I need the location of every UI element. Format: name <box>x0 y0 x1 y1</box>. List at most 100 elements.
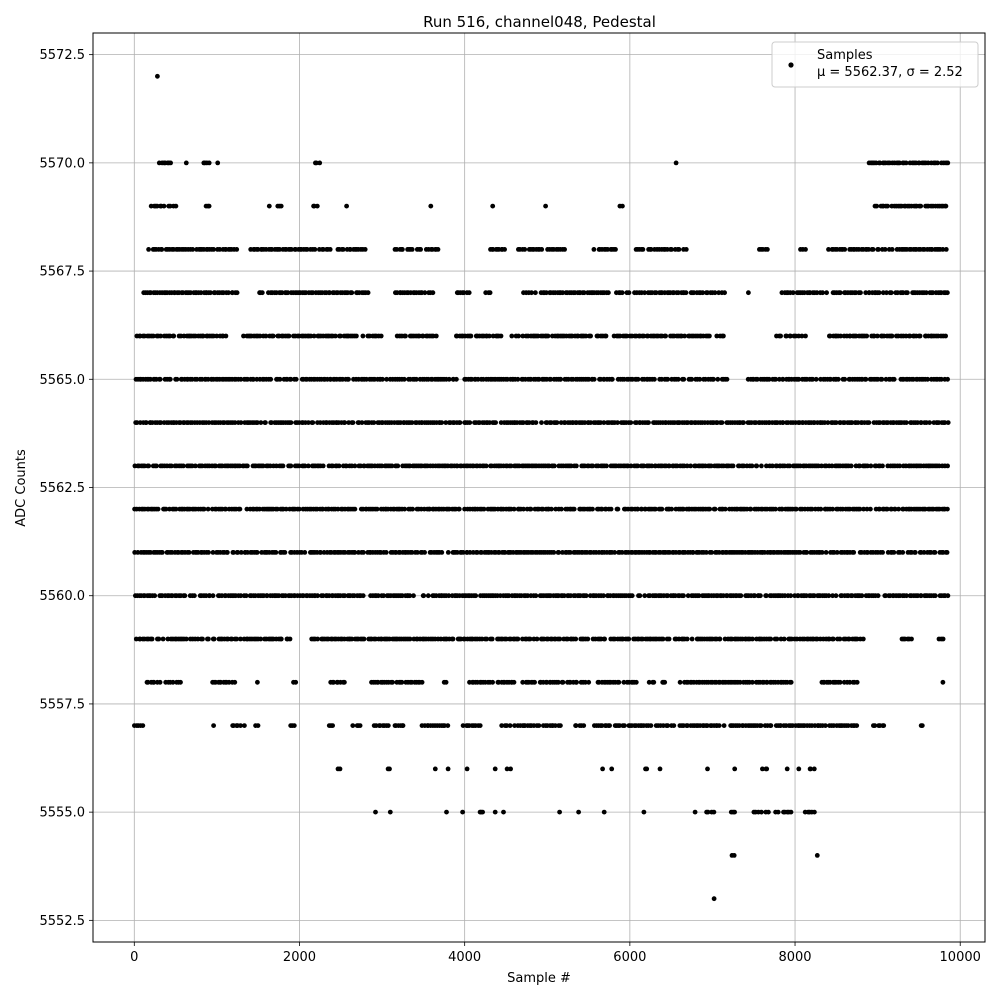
data-point <box>306 463 311 469</box>
data-point <box>454 550 460 555</box>
data-point <box>864 506 870 512</box>
data-point <box>498 333 504 339</box>
data-point <box>268 376 274 382</box>
data-point <box>206 550 211 555</box>
data-point <box>350 723 356 728</box>
data-point <box>507 723 513 728</box>
data-point <box>583 593 589 599</box>
data-point <box>615 506 621 512</box>
data-point <box>245 463 250 469</box>
data-point <box>788 333 793 339</box>
data-point <box>732 766 738 772</box>
data-point <box>561 593 567 599</box>
data-point <box>708 463 714 469</box>
data-point <box>731 853 737 858</box>
data-point <box>897 160 902 166</box>
data-point <box>173 203 179 209</box>
data-point <box>626 290 632 296</box>
data-point <box>601 420 607 425</box>
data-point <box>904 593 909 599</box>
data-point <box>810 376 816 382</box>
data-point <box>435 247 441 252</box>
data-point <box>156 636 162 642</box>
data-point <box>349 290 355 296</box>
data-point <box>609 376 615 382</box>
data-point <box>146 463 152 469</box>
data-point <box>171 333 177 339</box>
data-point <box>317 160 323 166</box>
data-point <box>243 593 249 599</box>
data-point <box>719 420 725 425</box>
data-point <box>842 376 848 382</box>
data-point <box>932 550 938 555</box>
data-point <box>214 333 220 339</box>
data-point <box>653 506 658 512</box>
data-point <box>477 723 483 728</box>
data-point <box>943 333 948 339</box>
data-point <box>407 636 413 642</box>
data-point <box>444 809 449 815</box>
data-point <box>573 723 579 728</box>
data-point <box>387 809 393 815</box>
data-point <box>872 723 878 728</box>
data-point <box>837 636 843 642</box>
data-point <box>331 679 336 685</box>
data-point <box>504 723 510 728</box>
data-point <box>217 247 223 252</box>
data-point <box>302 550 308 555</box>
data-point <box>752 593 758 599</box>
data-point <box>508 766 513 772</box>
data-point <box>161 203 167 209</box>
data-point <box>758 593 763 599</box>
data-point <box>586 679 592 685</box>
data-point <box>489 636 495 642</box>
data-point <box>797 550 803 555</box>
data-point <box>866 420 872 425</box>
data-point <box>183 636 189 642</box>
data-point <box>330 723 335 728</box>
data-point <box>225 550 230 555</box>
data-point <box>533 290 538 296</box>
data-point <box>379 463 385 469</box>
data-point <box>232 420 238 425</box>
data-point <box>700 290 706 296</box>
data-point <box>174 376 180 382</box>
data-point <box>320 247 326 252</box>
data-point <box>819 463 824 469</box>
data-point <box>830 506 835 512</box>
data-point <box>703 550 709 555</box>
data-point <box>148 550 153 555</box>
data-point <box>206 203 212 209</box>
data-point <box>460 550 466 555</box>
data-point <box>774 636 780 642</box>
data-point <box>834 550 840 555</box>
data-point <box>269 420 274 425</box>
data-point <box>846 636 852 642</box>
data-point <box>160 636 166 642</box>
data-point <box>373 809 378 815</box>
data-point <box>754 463 760 469</box>
data-point <box>892 506 898 512</box>
data-point <box>877 160 883 166</box>
data-point <box>803 333 808 339</box>
data-point <box>428 203 434 209</box>
data-point <box>445 766 451 772</box>
data-point <box>923 290 929 296</box>
data-point <box>347 247 353 252</box>
data-point <box>439 550 445 555</box>
data-point <box>811 593 817 599</box>
data-point <box>140 723 146 728</box>
data-point <box>665 723 671 728</box>
data-point <box>842 247 848 252</box>
x-tick-label: 6000 <box>613 950 646 965</box>
data-point <box>653 290 659 296</box>
data-point <box>796 333 801 339</box>
data-point <box>562 247 567 252</box>
data-point <box>851 550 857 555</box>
data-point <box>657 766 663 772</box>
data-point <box>875 593 881 599</box>
data-point <box>737 679 743 685</box>
data-point <box>598 420 603 425</box>
data-point <box>515 376 521 382</box>
